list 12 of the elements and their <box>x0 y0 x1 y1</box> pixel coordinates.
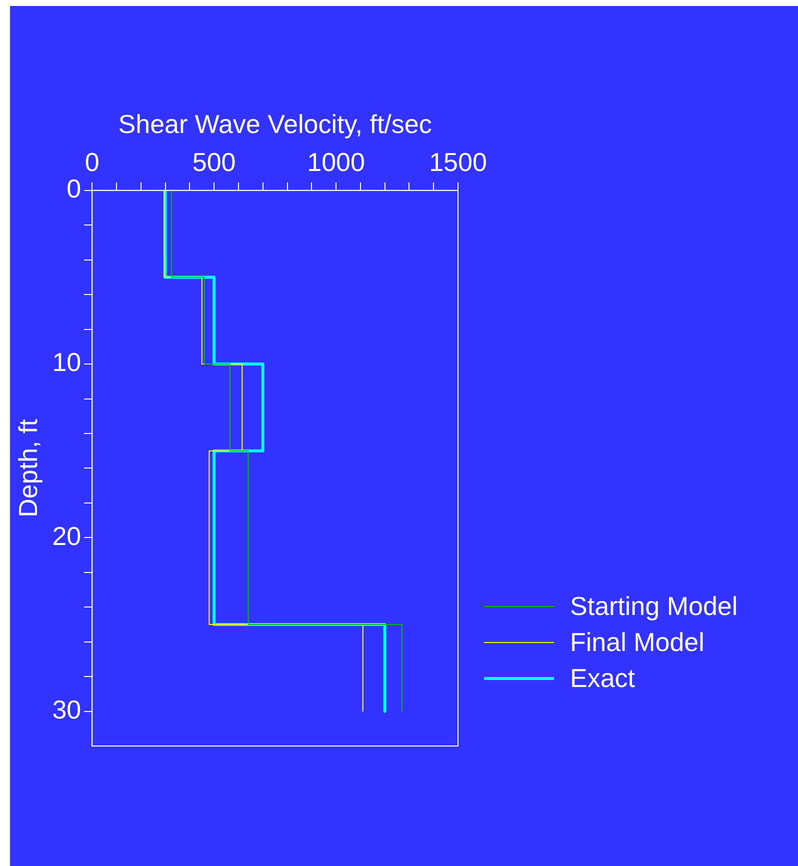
x-axis-title: Shear Wave Velocity, ft/sec <box>118 108 432 139</box>
x-tick-label: 1000 <box>307 146 365 177</box>
y-tick-label: 20 <box>52 520 82 551</box>
y-axis-title: Depth, ft <box>12 418 43 518</box>
x-tick-label: 1500 <box>429 146 487 177</box>
legend-label: Final Model <box>570 626 704 659</box>
y-tick-label: 0 <box>66 174 82 204</box>
x-tick-label: 500 <box>192 146 236 177</box>
y-tick-label: 10 <box>52 347 82 378</box>
legend-label: Exact <box>570 662 636 695</box>
legend-label: Starting Model <box>570 590 738 623</box>
y-tick-label: 30 <box>52 694 82 724</box>
